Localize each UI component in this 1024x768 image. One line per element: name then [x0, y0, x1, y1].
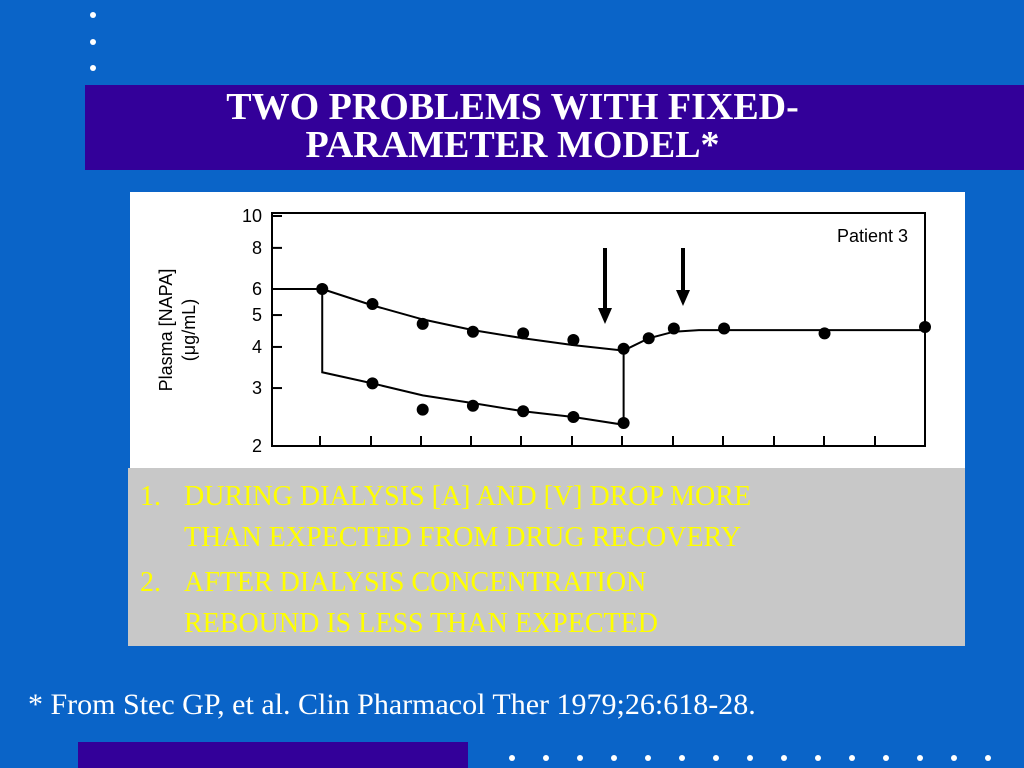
- data-point: [667, 322, 680, 335]
- dot: [611, 755, 617, 761]
- y-axis-label: (μg/mL): [179, 299, 199, 361]
- dot: [679, 755, 685, 761]
- x-tick-marks: [319, 436, 876, 446]
- dot: [951, 755, 957, 761]
- dot: [985, 755, 991, 761]
- dot: [577, 755, 583, 761]
- data-point: [416, 317, 429, 330]
- point-line: DURING DIALYSIS [A] AND [V] DROP MORE: [184, 481, 752, 512]
- y-tick-label: 8: [252, 238, 262, 258]
- data-point: [517, 405, 530, 418]
- point: 2. AFTER DIALYSIS CONCENTRATION REBOUND …: [128, 562, 965, 644]
- dot: [543, 755, 549, 761]
- dot: [713, 755, 719, 761]
- model-curve: [321, 288, 925, 352]
- y-tick-label: 4: [252, 337, 262, 357]
- point-number: 1.: [140, 481, 161, 512]
- data-point: [517, 327, 530, 340]
- chart: Patient 3 Plasma [NAPA] (μg/mL) 2 3 4 5 6 8 10: [130, 192, 965, 468]
- data-point: [718, 322, 731, 335]
- y-axis-label: Plasma [NAPA]: [156, 269, 176, 392]
- dot: [645, 755, 651, 761]
- point-line: THAN EXPECTED FROM DRUG RECOVERY: [184, 522, 741, 553]
- data-point: [567, 333, 580, 346]
- footnote: * From Stec GP, et al. Clin Pharmacol Th…: [28, 688, 756, 721]
- data-point: [366, 377, 379, 390]
- title-line: PARAMETER MODEL*: [305, 124, 720, 166]
- data-point: [466, 399, 479, 412]
- data-point: [366, 298, 379, 311]
- bottom-bar: [78, 742, 468, 768]
- data-point: [567, 410, 580, 423]
- data-point: [617, 342, 630, 355]
- dot: [815, 755, 821, 761]
- dot: [90, 39, 96, 45]
- data-point: [466, 325, 479, 338]
- title: TWO PROBLEMS WITH FIXED- PARAMETER MODEL…: [85, 88, 940, 164]
- title-line: TWO PROBLEMS WITH FIXED-: [226, 86, 799, 128]
- title-bar: [85, 85, 1024, 170]
- dot: [509, 755, 515, 761]
- y-tick-label: 5: [252, 305, 262, 325]
- point-line: REBOUND IS LESS THAN EXPECTED: [184, 608, 658, 639]
- annotation: Patient 3: [837, 226, 908, 246]
- data-point: [416, 403, 429, 416]
- y-tick-label: 2: [252, 436, 262, 456]
- points-box: 1. DURING DIALYSIS [A] AND [V] DROP MORE…: [128, 468, 965, 646]
- point: 1. DURING DIALYSIS [A] AND [V] DROP MORE…: [128, 476, 965, 558]
- dot: [781, 755, 787, 761]
- y-tick-label: 3: [252, 378, 262, 398]
- dot: [917, 755, 923, 761]
- y-tick-label: 10: [242, 206, 262, 226]
- y-tick-label: 6: [252, 279, 262, 299]
- model-curve: [272, 288, 625, 426]
- dot: [883, 755, 889, 761]
- point-line: AFTER DIALYSIS CONCENTRATION: [184, 567, 647, 598]
- dot: [849, 755, 855, 761]
- dot: [90, 65, 96, 71]
- arrow: [598, 248, 612, 324]
- arrow: [676, 248, 690, 306]
- point-number: 2.: [140, 567, 161, 598]
- data-point: [642, 332, 655, 345]
- dot: [747, 755, 753, 761]
- data-point: [617, 416, 630, 429]
- dot: [90, 12, 96, 18]
- data-point: [316, 283, 329, 296]
- data-point: [919, 320, 931, 333]
- data-point: [818, 327, 831, 340]
